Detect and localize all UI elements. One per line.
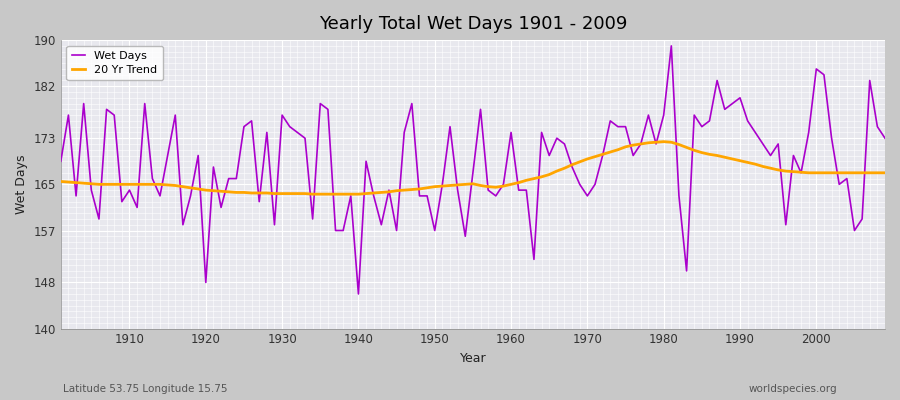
Text: worldspecies.org: worldspecies.org bbox=[749, 384, 837, 394]
20 Yr Trend bbox=[307, 192, 318, 196]
Wet Days bbox=[513, 188, 524, 192]
Wet Days bbox=[605, 118, 616, 123]
Wet Days bbox=[353, 292, 364, 296]
Wet Days bbox=[506, 130, 517, 135]
20 Yr Trend bbox=[513, 180, 524, 185]
20 Yr Trend bbox=[605, 150, 616, 154]
Wet Days bbox=[56, 159, 67, 164]
20 Yr Trend bbox=[879, 170, 890, 175]
20 Yr Trend bbox=[506, 182, 517, 187]
Title: Yearly Total Wet Days 1901 - 2009: Yearly Total Wet Days 1901 - 2009 bbox=[319, 15, 627, 33]
Wet Days bbox=[284, 124, 295, 129]
Wet Days bbox=[330, 228, 341, 233]
Wet Days bbox=[666, 44, 677, 48]
20 Yr Trend bbox=[338, 192, 348, 196]
Wet Days bbox=[116, 199, 127, 204]
Line: Wet Days: Wet Days bbox=[61, 46, 885, 294]
20 Yr Trend bbox=[56, 179, 67, 184]
Text: Latitude 53.75 Longitude 15.75: Latitude 53.75 Longitude 15.75 bbox=[63, 384, 228, 394]
Line: 20 Yr Trend: 20 Yr Trend bbox=[61, 142, 885, 194]
20 Yr Trend bbox=[658, 139, 669, 144]
Y-axis label: Wet Days: Wet Days bbox=[15, 154, 28, 214]
Legend: Wet Days, 20 Yr Trend: Wet Days, 20 Yr Trend bbox=[67, 46, 163, 80]
Wet Days bbox=[879, 136, 890, 140]
20 Yr Trend bbox=[284, 191, 295, 196]
20 Yr Trend bbox=[116, 182, 127, 187]
X-axis label: Year: Year bbox=[460, 352, 486, 365]
